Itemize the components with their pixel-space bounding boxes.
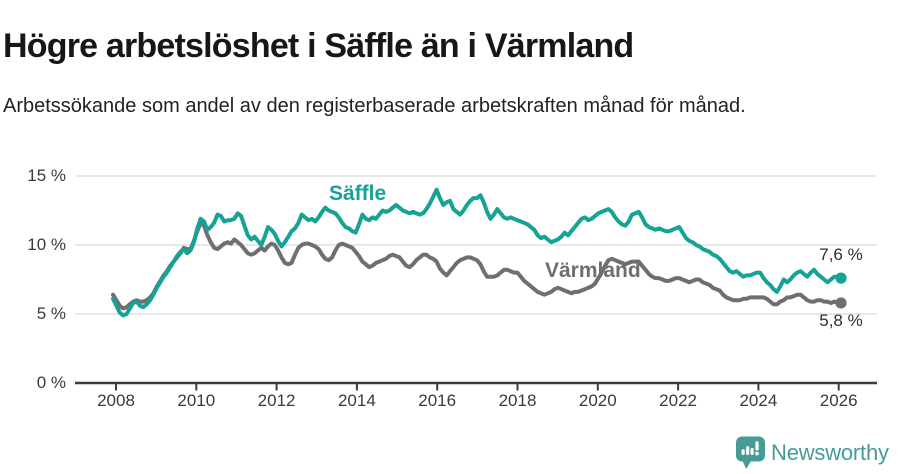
y-axis-tick-label: 10 %	[27, 235, 66, 254]
y-axis-tick-label: 5 %	[36, 304, 66, 323]
x-axis-tick-label: 2024	[739, 391, 778, 410]
sffle-end-dot	[835, 272, 847, 284]
varmland-series-label: Värmland	[545, 259, 641, 282]
chart-subtitle: Arbetssökande som andel av den registerb…	[3, 95, 746, 117]
bar-3	[750, 448, 754, 455]
page-title: Högre arbetslöshet i Säffle än i Värmlan…	[3, 26, 634, 65]
x-axis-tick-label: 2014	[337, 391, 376, 410]
vrmland-end-dot	[835, 297, 847, 309]
saffle-end-value-label: 7,6 %	[819, 245, 863, 264]
brand-name: Newsworthy	[771, 440, 889, 465]
varmland-end-value-label: 5,8 %	[819, 311, 863, 330]
x-axis-tick-label: 2008	[97, 391, 135, 410]
x-axis-tick-label: 2012	[257, 391, 296, 410]
exclamation-stem	[755, 441, 759, 451]
saffle-series-label: Säffle	[329, 182, 387, 205]
x-axis-tick-label: 2022	[659, 391, 698, 410]
y-axis-tick-label: 0 %	[36, 373, 66, 392]
sffle-line	[111, 187, 843, 318]
x-axis-tick-label: 2026	[819, 391, 858, 410]
newsworthy-logo-icon	[736, 436, 765, 469]
x-axis-tick-label: 2020	[578, 391, 617, 410]
bar-2	[746, 446, 750, 455]
bar-1	[741, 449, 745, 455]
y-axis-tick-label: 15 %	[27, 166, 66, 185]
x-axis-tick-label: 2016	[418, 391, 457, 410]
x-axis-tick-label: 2018	[498, 391, 537, 410]
vrmland-line	[111, 220, 843, 311]
exclamation-dot	[755, 451, 759, 456]
x-axis-tick-label: 2010	[177, 391, 216, 410]
speech-bubble-shape	[736, 436, 765, 469]
